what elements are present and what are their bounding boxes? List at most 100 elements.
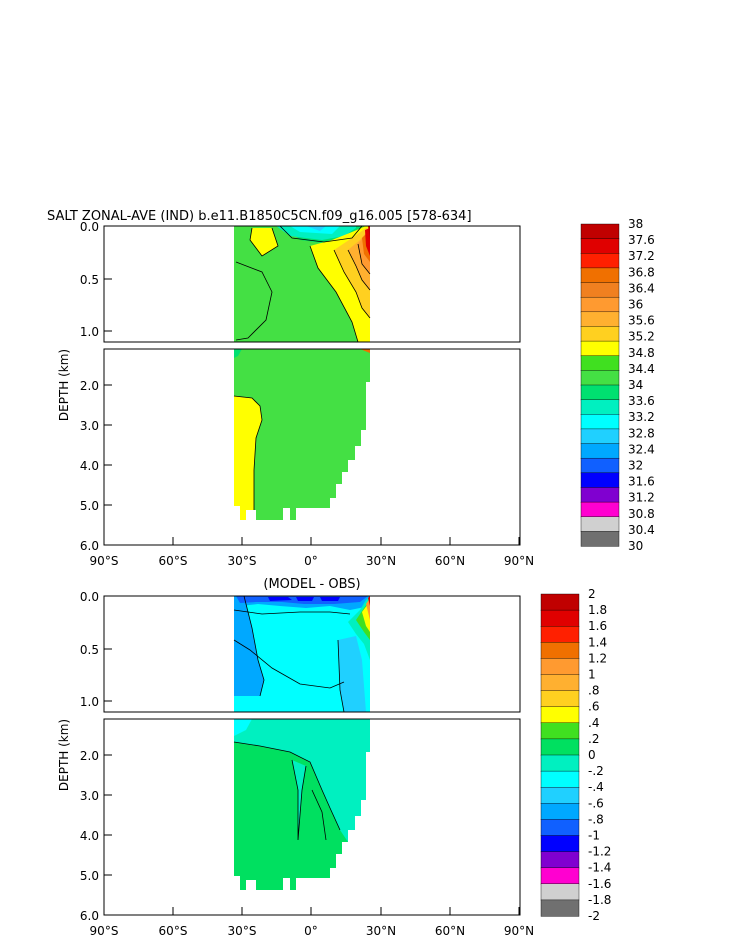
salinity-colorbar-swatch — [580, 443, 620, 459]
difference-colorbar-label: -1.6 — [588, 877, 611, 891]
difference-colorbar-label: 2 — [588, 587, 596, 601]
salinity-panel: SALT ZONAL-AVE (IND) b.e11.B1850C5CN.f09… — [47, 209, 655, 568]
difference-colorbar-swatch — [540, 851, 580, 869]
difference-colorbar-label: -.8 — [588, 812, 604, 826]
difference-ytick-label: 2.0 — [80, 749, 99, 763]
difference-colorbar-swatch — [540, 593, 580, 611]
salinity-colorbar-swatch — [580, 370, 620, 386]
difference-ytick-label: 3.0 — [80, 789, 99, 803]
salinity-colorbar-swatch — [580, 267, 620, 284]
difference-xtick-label: 60°S — [159, 924, 188, 938]
salinity-colorbar-label: 32 — [628, 459, 643, 473]
salinity-colorbar-swatch — [580, 414, 620, 430]
difference-colorbar-swatch — [540, 738, 580, 756]
difference-y-axis-label: DEPTH (km) — [57, 719, 71, 791]
difference-colorbar-swatch — [540, 722, 580, 740]
difference-colorbar-label: -2 — [588, 909, 600, 923]
salinity-colorbar-label: 32.8 — [628, 426, 655, 440]
difference-xtick-label: 30°S — [228, 924, 257, 938]
difference-title: (MODEL - OBS) — [263, 577, 360, 592]
salinity-xtick-label: 0° — [304, 554, 318, 568]
salinity-colorbar-swatch — [580, 399, 620, 415]
salinity-upper-frame — [103, 225, 521, 343]
difference-xtick-label: 0° — [304, 924, 318, 938]
salinity-colorbar-swatch — [580, 355, 620, 371]
difference-colorbar: 21.81.61.41.21.8.6.4.20-.2-.4-.6-.8-1-1.… — [540, 587, 611, 923]
difference-colorbar-label: .4 — [588, 716, 599, 730]
salinity-ytick-label: 4.0 — [80, 459, 99, 473]
salinity-xtick-label: 60°N — [435, 554, 465, 568]
salinity-ytick-label: 5.0 — [80, 499, 99, 513]
difference-xtick-label: 30°N — [366, 924, 396, 938]
difference-colorbar-label: .6 — [588, 700, 599, 714]
salinity-colorbar-swatch — [580, 472, 620, 489]
salinity-colorbar-label: 34.4 — [628, 362, 655, 376]
salinity-colorbar-swatch — [580, 531, 620, 547]
salinity-colorbar-label: 31.2 — [628, 491, 655, 505]
difference-colorbar-swatch — [540, 883, 580, 901]
difference-colorbar-label: -1.4 — [588, 861, 611, 875]
difference-colorbar-swatch — [540, 754, 580, 772]
difference-colorbar-swatch — [540, 787, 580, 804]
salinity-colorbar-label: 32.4 — [628, 442, 655, 456]
difference-colorbar-swatch — [540, 899, 580, 917]
salinity-y-axis-label: DEPTH (km) — [57, 349, 71, 421]
salinity-lower-frame — [103, 348, 521, 546]
difference-ytick-label: 5.0 — [80, 869, 99, 883]
difference-colorbar-label: 1.6 — [588, 619, 607, 633]
difference-colorbar-label: 1 — [588, 668, 596, 682]
salinity-colorbar-label: 35.6 — [628, 314, 655, 328]
salinity-colorbar-label: 33.6 — [628, 394, 655, 408]
salinity-colorbar-label: 34 — [628, 378, 643, 392]
difference-ytick-label: 6.0 — [80, 909, 99, 923]
salinity-colorbar-swatch — [580, 296, 620, 313]
salinity-ytick-label: 0.0 — [80, 220, 99, 234]
difference-colorbar-label: -1 — [588, 829, 600, 843]
salinity-colorbar-label: 38 — [628, 217, 643, 231]
difference-xtick-label: 90°N — [504, 924, 534, 938]
salinity-ytick-label: 2.0 — [80, 379, 99, 393]
difference-ytick-label: 4.0 — [80, 829, 99, 843]
salinity-colorbar-label: 31.6 — [628, 475, 655, 489]
difference-colorbar-swatch — [540, 609, 580, 627]
salinity-colorbar-label: 30.4 — [628, 523, 655, 537]
difference-colorbar-label: .8 — [588, 684, 599, 698]
salinity-xtick-label: 30°S — [228, 554, 257, 568]
difference-colorbar-swatch — [540, 867, 580, 885]
salinity-colorbar-swatch — [580, 340, 620, 357]
salinity-colorbar-swatch — [580, 516, 620, 532]
difference-lower-frame — [103, 718, 521, 916]
salinity-colorbar-swatch — [580, 457, 620, 474]
salinity-colorbar-label: 30 — [628, 539, 643, 553]
salinity-colorbar-swatch — [580, 311, 620, 328]
difference-ytick-label: 0.5 — [80, 643, 99, 657]
difference-colorbar-swatch — [540, 690, 580, 708]
salinity-colorbar-swatch — [580, 223, 620, 240]
difference-colorbar-swatch — [540, 835, 580, 853]
difference-colorbar-label: 1.2 — [588, 651, 607, 665]
difference-colorbar-swatch — [540, 819, 580, 837]
difference-tick-marks — [103, 595, 520, 916]
salinity-title: SALT ZONAL-AVE (IND) b.e11.B1850C5CN.f09… — [47, 209, 472, 224]
difference-colorbar-swatch — [540, 674, 580, 692]
salinity-colorbar-label: 36 — [628, 298, 643, 312]
salinity-colorbar-swatch — [580, 501, 620, 518]
difference-colorbar-swatch — [540, 626, 580, 643]
salinity-colorbar: 38 37.6 37.2 36.8 36.4 36 35.6 35.2 34.8 34.4 34 33… — [580, 217, 655, 553]
difference-xtick-label: 90°S — [90, 924, 119, 938]
salinity-colorbar-swatch — [580, 282, 620, 298]
salinity-colorbar-label: 36.4 — [628, 281, 655, 295]
difference-colorbar-swatch — [540, 658, 580, 676]
salinity-xtick-label: 30°N — [366, 554, 396, 568]
salinity-lower-field — [233, 349, 370, 520]
salinity-ytick-label: 0.5 — [80, 273, 99, 287]
difference-colorbar-label: .2 — [588, 732, 599, 746]
salinity-ytick-label: 3.0 — [80, 419, 99, 433]
salinity-xtick-label: 90°N — [504, 554, 534, 568]
salinity-tick-marks — [103, 225, 520, 546]
salinity-xtick-label: 90°S — [90, 554, 119, 568]
salinity-ytick-label: 1.0 — [80, 325, 99, 339]
difference-colorbar-label: 1.8 — [588, 603, 607, 617]
salinity-colorbar-label: 34.8 — [628, 346, 655, 360]
difference-colorbar-label: -.2 — [588, 764, 604, 778]
